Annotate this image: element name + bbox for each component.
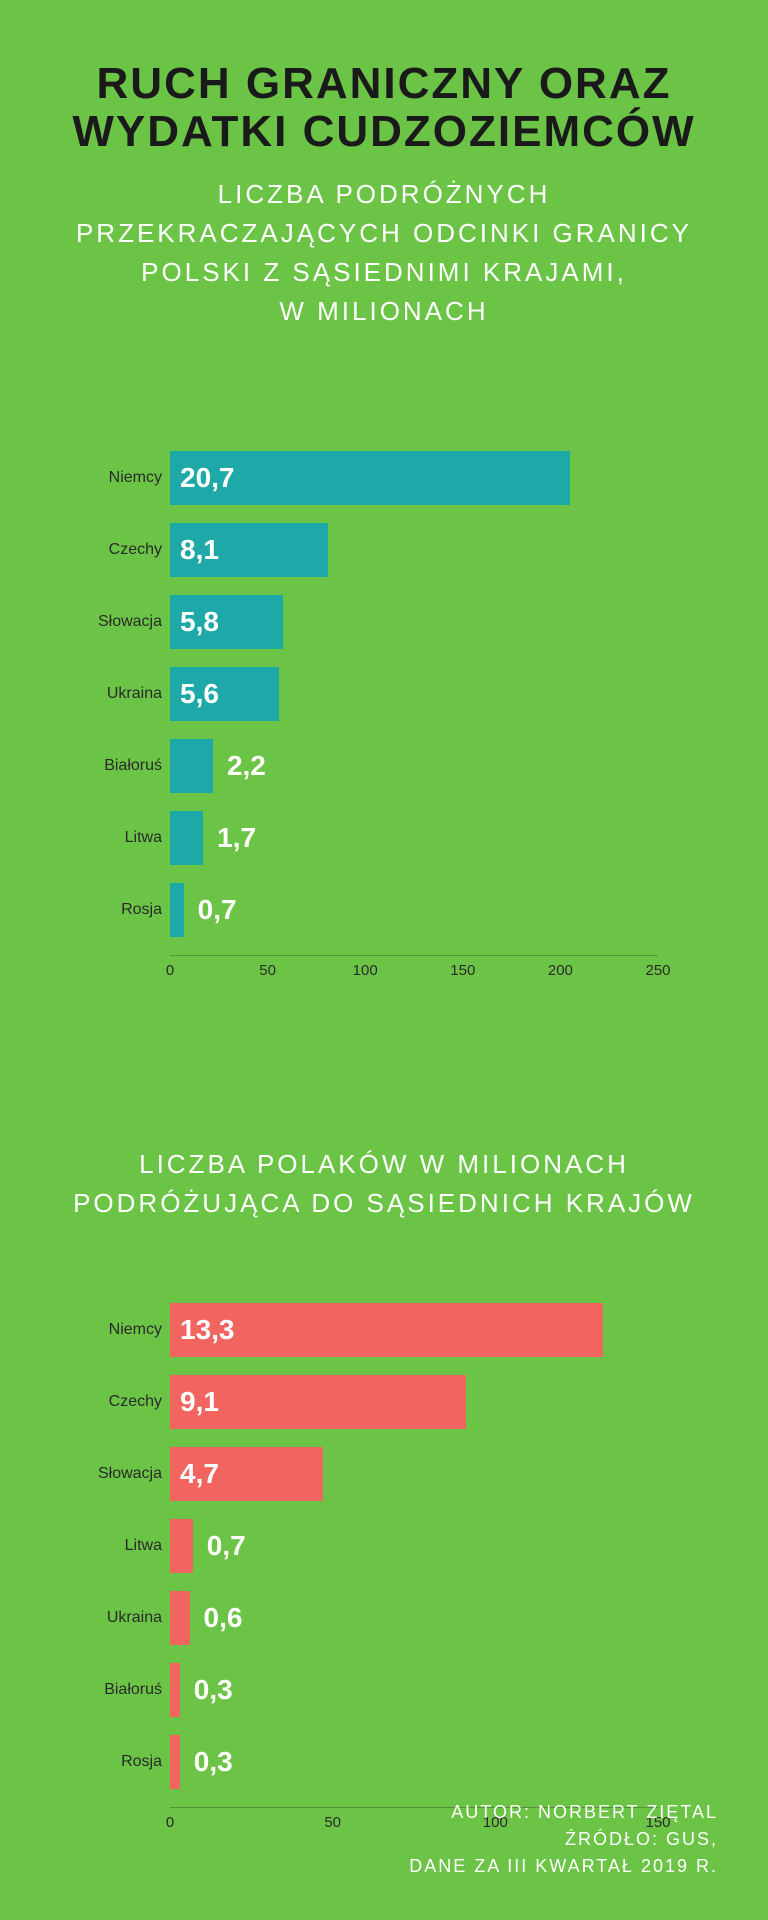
bar-label: Ukraina xyxy=(107,1609,162,1627)
x-tick: 100 xyxy=(353,962,378,979)
bar-row: Ukraina0,6 xyxy=(170,1591,658,1645)
chart2-title-line: PODRÓŻUJĄCA DO SĄSIEDNICH KRAJÓW xyxy=(73,1188,695,1218)
bar-row: Rosja0,7 xyxy=(170,883,658,937)
bar-row: Słowacja4,7 xyxy=(170,1447,658,1501)
bar-value: 9,1 xyxy=(180,1386,219,1418)
bar: 9,1 xyxy=(170,1375,466,1429)
bar: 4,7 xyxy=(170,1447,323,1501)
bar-label: Ukraina xyxy=(107,685,162,703)
footer: AUTOR: NORBERT ZIĘTAL ŹRÓDŁO: GUS, DANE … xyxy=(409,1799,718,1880)
bar-value: 8,1 xyxy=(180,534,219,566)
subtitle: LICZBA PODRÓŻNYCH PRZEKRACZAJĄCYCH ODCIN… xyxy=(50,175,718,331)
x-tick: 200 xyxy=(548,962,573,979)
bar-row: Rosja0,3 xyxy=(170,1735,658,1789)
bar: 13,3 xyxy=(170,1303,603,1357)
bar-value: 5,6 xyxy=(180,678,219,710)
x-tick: 0 xyxy=(166,1814,174,1831)
bar-value: 0,7 xyxy=(198,894,237,926)
bar-label: Białoruś xyxy=(104,1681,162,1699)
footer-date: DANE ZA III KWARTAŁ 2019 R. xyxy=(409,1853,718,1880)
bar-value: 5,8 xyxy=(180,606,219,638)
x-tick: 50 xyxy=(324,1814,341,1831)
subtitle-line: W MILIONACH xyxy=(279,296,488,326)
bar-row: Ukraina5,6 xyxy=(170,667,658,721)
bar-row: Litwa1,7 xyxy=(170,811,658,865)
bar-label: Rosja xyxy=(121,1753,162,1771)
bar-row: Niemcy20,7 xyxy=(170,451,658,505)
main-title: RUCH GRANICZNY ORAZ WYDATKI CUDZOZIEMCÓW xyxy=(50,60,718,157)
bar-label: Niemcy xyxy=(109,469,162,487)
bar-row: Niemcy13,3 xyxy=(170,1303,658,1357)
bar-label: Rosja xyxy=(121,901,162,919)
bar: 20,7 xyxy=(170,451,570,505)
subtitle-line: PRZEKRACZAJĄCYCH ODCINKI GRANICY xyxy=(76,218,692,248)
chart2-title-line: LICZBA POLAKÓW W MILIONACH xyxy=(139,1149,629,1179)
bar: 0,7 xyxy=(170,1519,193,1573)
bar: 2,2 xyxy=(170,739,213,793)
x-tick: 0 xyxy=(166,962,174,979)
bar: 0,3 xyxy=(170,1663,180,1717)
bar-row: Czechy9,1 xyxy=(170,1375,658,1429)
bar-value: 0,3 xyxy=(194,1746,233,1778)
bar-value: 2,2 xyxy=(227,750,266,782)
chart-poles: Niemcy13,3 Czechy9,1 Słowacja4,7 Litwa0,7 Uk… xyxy=(170,1303,658,1837)
subtitle-line: LICZBA PODRÓŻNYCH xyxy=(218,179,551,209)
bar-value: 1,7 xyxy=(217,822,256,854)
bar: 0,7 xyxy=(170,883,184,937)
bar: 5,8 xyxy=(170,595,283,649)
bar: 0,6 xyxy=(170,1591,190,1645)
bar-value: 0,7 xyxy=(207,1530,246,1562)
x-tick: 50 xyxy=(259,962,276,979)
bar: 0,3 xyxy=(170,1735,180,1789)
bar: 5,6 xyxy=(170,667,279,721)
x-tick: 250 xyxy=(645,962,670,979)
bar-row: Litwa0,7 xyxy=(170,1519,658,1573)
bar-row: Słowacja5,8 xyxy=(170,595,658,649)
bar-value: 20,7 xyxy=(180,462,235,494)
bar-label: Czechy xyxy=(109,541,162,559)
chart-foreigners: Niemcy20,7 Czechy8,1 Słowacja5,8 Ukraina5,6… xyxy=(170,451,658,985)
bar-value: 0,3 xyxy=(194,1674,233,1706)
bar-label: Niemcy xyxy=(109,1321,162,1339)
bar-row: Białoruś0,3 xyxy=(170,1663,658,1717)
x-axis: 050100150200250 xyxy=(170,955,658,985)
bar-row: Czechy8,1 xyxy=(170,523,658,577)
bar-label: Białoruś xyxy=(104,757,162,775)
bar-value: 4,7 xyxy=(180,1458,219,1490)
bar-value: 0,6 xyxy=(204,1602,243,1634)
bar: 1,7 xyxy=(170,811,203,865)
bar-value: 13,3 xyxy=(180,1314,235,1346)
footer-source: ŹRÓDŁO: GUS, xyxy=(409,1826,718,1853)
bar-label: Czechy xyxy=(109,1393,162,1411)
bar-label: Litwa xyxy=(125,1537,162,1555)
bar: 8,1 xyxy=(170,523,328,577)
bar-label: Litwa xyxy=(125,829,162,847)
bar-row: Białoruś2,2 xyxy=(170,739,658,793)
chart2-title: LICZBA POLAKÓW W MILIONACH PODRÓŻUJĄCA D… xyxy=(50,1145,718,1223)
subtitle-line: POLSKI Z SĄSIEDNIMI KRAJAMI, xyxy=(141,257,627,287)
footer-author: AUTOR: NORBERT ZIĘTAL xyxy=(409,1799,718,1826)
bar-label: Słowacja xyxy=(98,613,162,631)
bar-label: Słowacja xyxy=(98,1465,162,1483)
x-tick: 150 xyxy=(450,962,475,979)
